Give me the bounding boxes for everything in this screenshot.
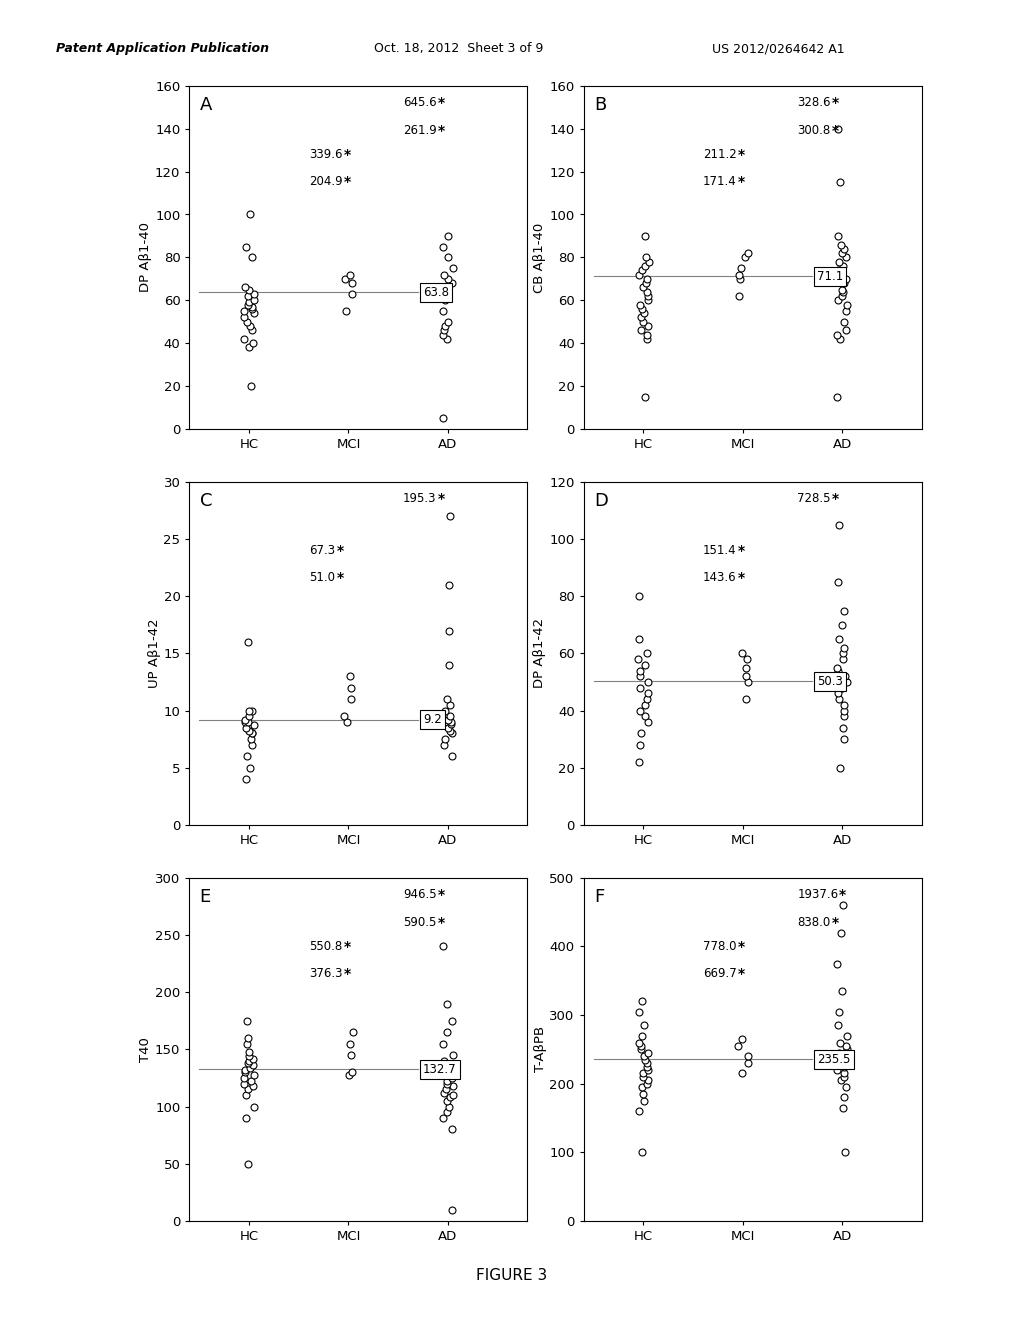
Y-axis label: T40: T40 bbox=[139, 1038, 153, 1061]
Text: 838.0: 838.0 bbox=[798, 916, 830, 928]
Text: *: * bbox=[839, 888, 846, 902]
Text: 946.5: 946.5 bbox=[403, 888, 437, 902]
Text: F: F bbox=[594, 888, 604, 906]
Text: D: D bbox=[594, 492, 607, 510]
Text: *: * bbox=[343, 940, 350, 953]
Text: 590.5: 590.5 bbox=[403, 916, 436, 928]
Text: E: E bbox=[200, 888, 211, 906]
Text: Oct. 18, 2012  Sheet 3 of 9: Oct. 18, 2012 Sheet 3 of 9 bbox=[374, 42, 543, 55]
Text: *: * bbox=[737, 940, 744, 953]
Text: *: * bbox=[337, 572, 344, 585]
Text: 211.2: 211.2 bbox=[702, 148, 736, 161]
Text: 204.9: 204.9 bbox=[308, 176, 342, 187]
Text: *: * bbox=[438, 124, 445, 137]
Text: *: * bbox=[833, 492, 840, 506]
Text: *: * bbox=[343, 176, 350, 189]
Text: *: * bbox=[337, 544, 344, 557]
Text: *: * bbox=[833, 916, 840, 929]
Text: FIGURE 3: FIGURE 3 bbox=[476, 1269, 548, 1283]
Text: 63.8: 63.8 bbox=[423, 285, 449, 298]
Text: A: A bbox=[200, 96, 212, 114]
Text: 235.5: 235.5 bbox=[817, 1053, 851, 1065]
Text: *: * bbox=[737, 572, 744, 585]
Text: *: * bbox=[438, 916, 445, 929]
Y-axis label: DP Aβ1-42: DP Aβ1-42 bbox=[534, 618, 547, 689]
Text: 328.6: 328.6 bbox=[798, 96, 830, 110]
Text: 550.8: 550.8 bbox=[308, 940, 342, 953]
Text: *: * bbox=[833, 96, 840, 110]
Text: 9.2: 9.2 bbox=[423, 713, 441, 726]
Text: 50.3: 50.3 bbox=[817, 675, 843, 688]
Text: 51.0: 51.0 bbox=[308, 572, 335, 583]
Text: 143.6: 143.6 bbox=[702, 572, 736, 583]
Text: 728.5: 728.5 bbox=[798, 492, 830, 506]
Text: B: B bbox=[594, 96, 606, 114]
Text: *: * bbox=[737, 176, 744, 189]
Text: 669.7: 669.7 bbox=[702, 968, 736, 979]
Text: *: * bbox=[343, 968, 350, 981]
Text: 67.3: 67.3 bbox=[308, 544, 335, 557]
Text: *: * bbox=[438, 492, 445, 506]
Text: 1937.6: 1937.6 bbox=[798, 888, 839, 902]
Text: 300.8: 300.8 bbox=[798, 124, 830, 136]
Text: 132.7: 132.7 bbox=[423, 1063, 457, 1076]
Text: *: * bbox=[343, 148, 350, 161]
Text: *: * bbox=[438, 888, 445, 902]
Y-axis label: CB Aβ1-40: CB Aβ1-40 bbox=[534, 222, 547, 293]
Text: 171.4: 171.4 bbox=[702, 176, 736, 187]
Text: *: * bbox=[737, 544, 744, 557]
Text: 195.3: 195.3 bbox=[403, 492, 436, 506]
Text: *: * bbox=[737, 968, 744, 981]
Text: C: C bbox=[200, 492, 212, 510]
Text: 71.1: 71.1 bbox=[817, 271, 844, 282]
Text: 151.4: 151.4 bbox=[702, 544, 736, 557]
Text: Patent Application Publication: Patent Application Publication bbox=[56, 42, 269, 55]
Y-axis label: UP Aβ1-42: UP Aβ1-42 bbox=[147, 619, 161, 688]
Text: *: * bbox=[833, 124, 840, 137]
Text: 339.6: 339.6 bbox=[308, 148, 342, 161]
Y-axis label: DP Aβ1-40: DP Aβ1-40 bbox=[139, 222, 153, 293]
Text: *: * bbox=[737, 148, 744, 161]
Y-axis label: T-AβPB: T-AβPB bbox=[534, 1027, 547, 1072]
Text: 376.3: 376.3 bbox=[308, 968, 342, 979]
Text: 778.0: 778.0 bbox=[702, 940, 736, 953]
Text: 645.6: 645.6 bbox=[403, 96, 437, 110]
Text: 261.9: 261.9 bbox=[403, 124, 437, 136]
Text: *: * bbox=[438, 96, 445, 110]
Text: US 2012/0264642 A1: US 2012/0264642 A1 bbox=[712, 42, 845, 55]
